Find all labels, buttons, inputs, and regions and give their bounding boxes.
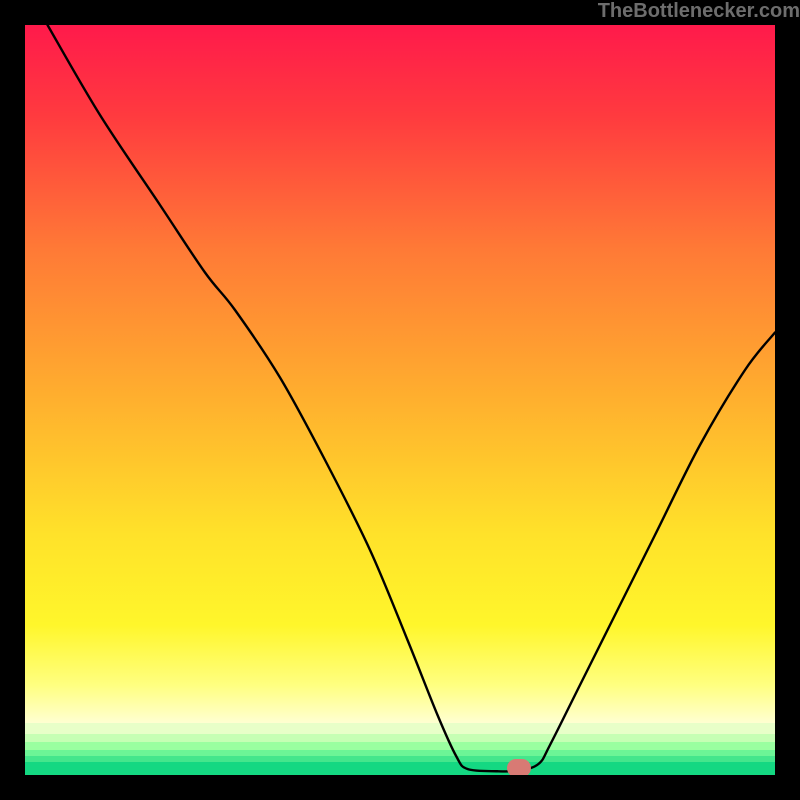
optimal-marker — [507, 759, 531, 775]
watermark-text: TheBottlenecker.com — [598, 0, 800, 23]
curve-path — [48, 25, 776, 771]
chart-root: { "watermark": { "text": "TheBottlenecke… — [0, 0, 800, 800]
plot-frame — [25, 25, 775, 775]
plot-area — [25, 25, 775, 775]
bottleneck-curve — [25, 25, 775, 775]
